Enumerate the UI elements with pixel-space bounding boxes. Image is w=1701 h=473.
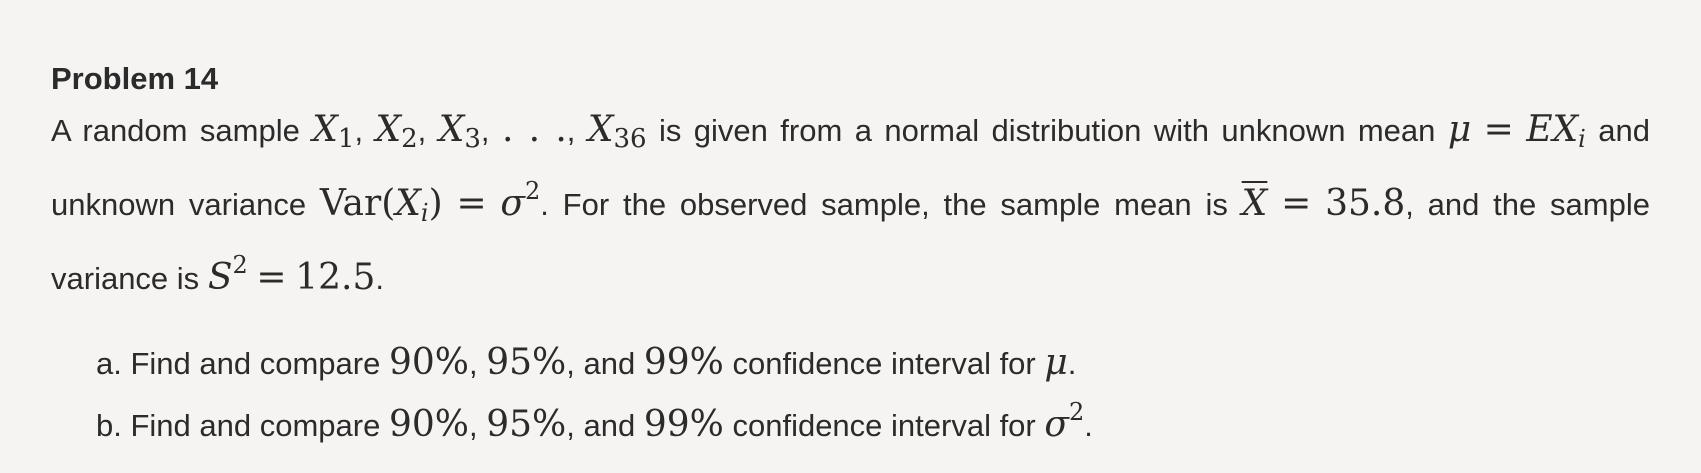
problem-statement: A random sample X1, X2, X3, . . ., X36 i… (51, 104, 1650, 305)
percent-90: 90% (388, 342, 469, 383)
sample-x2: X (375, 109, 402, 150)
sample-variance-value: 12.5 (295, 257, 376, 298)
part-letter: a. (96, 346, 122, 381)
sample-sub-36: 36 (613, 124, 647, 154)
part-letter: b. (96, 408, 122, 443)
percent-95: 95% (486, 404, 567, 445)
problem-title: Problem 14 (51, 61, 219, 96)
intro-text: A random sample (51, 113, 300, 148)
part-a: a. Find and compare 90%, 95%, and 99% co… (96, 342, 1077, 383)
variance-is-text: variance is (51, 261, 200, 296)
expectation-ex: EX (1526, 109, 1579, 150)
param-mu: μ (1044, 342, 1068, 383)
sample-variance-s: S (207, 257, 233, 298)
sample-x3: X (438, 109, 465, 150)
sample-mean-value: 35.8 (1325, 183, 1406, 224)
percent-99: 99% (643, 404, 724, 445)
percent-90: 90% (388, 404, 469, 445)
sample-mean-xbar: X (1241, 183, 1268, 224)
statement-line-3: variance is S2 = 12.5. (51, 251, 384, 298)
statement-line-1: A random sample X1, X2, X3, . . ., X36 i… (51, 109, 1651, 154)
statement-line-2: unknown variance Var(Xi) = σ2. For the o… (51, 177, 1650, 227)
sample-sub-2: 2 (401, 124, 418, 154)
mu-symbol: μ (1447, 109, 1472, 150)
sample-sub-3: 3 (464, 124, 481, 154)
var-operator: Var (319, 183, 382, 224)
param-sigma: σ (1044, 404, 1069, 445)
sample-x1: X (312, 109, 338, 150)
unknown-variance-text: unknown variance (51, 187, 307, 222)
sample-x36: X (587, 109, 614, 150)
distribution-text: is given from a normal distribution with… (658, 113, 1436, 148)
sigma-symbol: σ (500, 183, 525, 224)
observed-text: . For the observed sample, the sample me… (540, 187, 1228, 222)
percent-99: 99% (643, 342, 724, 383)
percent-95: 95% (486, 342, 567, 383)
problem-parts: a. Find and compare 90%, 95%, and 99% co… (51, 339, 1650, 450)
sample-sub-1: 1 (337, 124, 355, 154)
part-b: b. Find and compare 90%, 95%, and 99% co… (96, 398, 1093, 445)
ellipsis: . . . (501, 109, 567, 150)
